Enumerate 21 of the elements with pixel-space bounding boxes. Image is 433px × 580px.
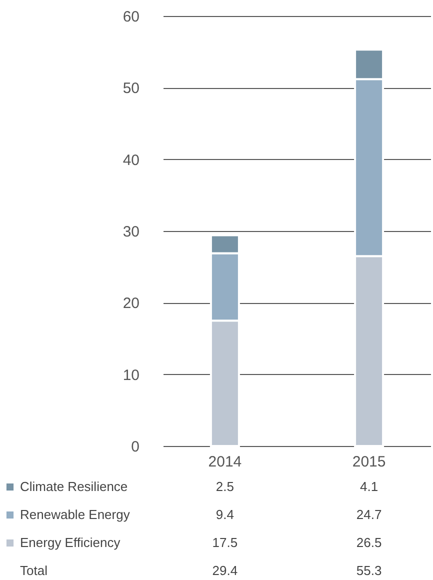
y-tick-label: 60	[122, 8, 140, 26]
data-label: 9.4	[216, 507, 234, 522]
y-tick-label: 0	[131, 438, 140, 456]
data-label: 26.5	[356, 535, 382, 550]
text: 29.4	[212, 563, 238, 578]
legend-label: Renewable Energy	[20, 507, 130, 522]
y-tick-label: 30	[122, 224, 140, 240]
text: 55.3	[356, 563, 382, 578]
y-tick-label: 50	[122, 80, 140, 98]
text: Total	[20, 563, 48, 578]
y-tick-label: 20	[122, 295, 140, 312]
data-label: 2.5	[216, 479, 234, 494]
y-tick-label: 10	[122, 366, 140, 384]
x-tick-label: 2014	[208, 454, 242, 470]
legend-label: Climate Resilience	[20, 479, 128, 494]
data-label: 17.5	[212, 535, 238, 550]
x-tick-label: 2015	[352, 454, 386, 470]
legend-label: Energy Efficiency	[20, 535, 121, 550]
y-tick-label: 40	[122, 152, 140, 169]
data-label: 24.7	[356, 507, 382, 522]
data-label: 4.1	[360, 479, 378, 494]
